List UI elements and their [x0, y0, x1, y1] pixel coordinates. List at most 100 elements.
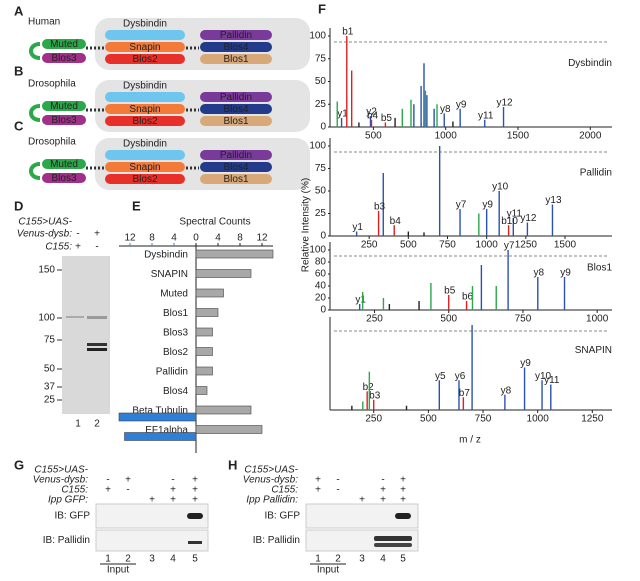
row-label: C155>UAS- — [18, 217, 72, 228]
y-axis-label: Relative Intensity (%) — [301, 178, 312, 272]
protein-bar — [105, 116, 185, 126]
protein-bar — [105, 174, 185, 184]
band — [87, 348, 107, 351]
protein-label: Snapin — [129, 42, 160, 53]
band — [374, 536, 412, 541]
lane-sign: + — [149, 495, 155, 506]
blot-label: IB: GFP — [264, 511, 300, 522]
peak-label: y1 — [355, 295, 366, 306]
protein-bar — [42, 173, 86, 183]
lane-sign: + — [94, 229, 100, 240]
protein-label: Blos2 — [132, 116, 157, 127]
peak-label: y7 — [456, 200, 467, 211]
x-tick-label: 1250 — [515, 240, 538, 251]
protein-label: Blos4 — [223, 104, 248, 115]
x-tick-label: 1500 — [507, 131, 530, 142]
category-label: SNAPIN — [151, 269, 188, 280]
category-label: Blos1 — [163, 308, 188, 319]
row-label: Venus-dysb: — [33, 475, 88, 486]
bar — [124, 432, 197, 441]
peak-label: y11 — [507, 209, 523, 220]
chart-title: Spectral Counts — [179, 217, 250, 228]
x-tick-label: 12 — [256, 233, 268, 244]
panel-label: C — [14, 118, 24, 133]
lane-sign: - — [76, 229, 79, 240]
y-tick-label: 100 — [309, 31, 326, 42]
protein-bar — [105, 42, 185, 52]
protein-label: Pallidin — [220, 150, 252, 161]
species-label: Drosophila — [28, 137, 76, 148]
category-label: Beta Tubulin — [132, 406, 188, 417]
protein-label: Blos3 — [51, 53, 76, 64]
lane-sign: + — [400, 495, 406, 506]
protein-label: Blos2 — [132, 54, 157, 65]
protein-label: Dysbindin — [123, 81, 167, 92]
mw-marker: 100 — [38, 313, 55, 324]
blot-label: IB: Pallidin — [43, 535, 90, 546]
category-label: Dysbindin — [144, 250, 188, 261]
protein-label: Muted — [50, 159, 78, 170]
x-tick-label: 750 — [439, 240, 456, 251]
lane-sign: + — [315, 485, 321, 496]
protein-bar — [200, 104, 272, 114]
protein-label: Blos4 — [223, 42, 248, 53]
band — [395, 513, 411, 519]
bar — [195, 366, 213, 376]
loop — [29, 104, 41, 122]
protein-label: Dysbindin — [123, 139, 167, 150]
bar — [195, 347, 213, 356]
row-label: Venus-dysb: — [17, 229, 72, 240]
lane-sign: - — [336, 475, 339, 486]
y-tick-label: 0 — [320, 305, 326, 316]
lane-number: 1 — [105, 554, 111, 565]
band — [66, 316, 84, 318]
panel-label: H — [228, 457, 237, 472]
protein-bar — [200, 54, 272, 64]
peak-label: y5 — [435, 371, 446, 382]
y-tick-label: 100 — [309, 245, 326, 256]
protein-bar — [42, 159, 86, 169]
y-tick-label: 60 — [315, 269, 327, 280]
protein-label: Pallidin — [220, 30, 252, 41]
peak-label: b5 — [444, 286, 456, 297]
x2-tick-label: 8 — [149, 233, 155, 244]
x-tick-label: 0 — [193, 233, 199, 244]
row-label: Ipp GFP: — [48, 495, 88, 506]
x-tick-label: 500 — [365, 131, 382, 142]
protein-label: Blos3 — [51, 173, 76, 184]
lane-sign: + — [400, 475, 406, 486]
panel-label: G — [14, 457, 24, 472]
peak-label: b1 — [342, 27, 354, 38]
lane-sign: + — [170, 485, 176, 496]
protein-bar — [200, 30, 272, 40]
protein-label: Blos1 — [223, 116, 248, 127]
peak-label: b7 — [459, 388, 471, 399]
protein-label: Dysbindin — [123, 19, 167, 30]
x-tick-label: 1000 — [527, 414, 550, 425]
band — [87, 343, 107, 346]
peak-label: b3 — [369, 390, 381, 401]
y-tick-label: 80 — [315, 257, 327, 268]
mw-marker: 37 — [44, 382, 56, 393]
band — [374, 543, 412, 547]
peak-label: y11 — [478, 110, 494, 121]
blot-label: IB: GFP — [54, 511, 90, 522]
y-tick-label: 75 — [315, 53, 327, 64]
category-label: Muted — [160, 289, 188, 300]
protein-label: Blos2 — [132, 174, 157, 185]
bar — [195, 386, 208, 395]
panel-label: B — [14, 63, 23, 78]
peak-label: y10 — [535, 371, 552, 382]
y-tick-label: 20 — [315, 293, 327, 304]
y-tick-label: 50 — [315, 76, 327, 87]
mw-marker: 75 — [44, 335, 56, 346]
lane-sign: + — [380, 485, 386, 496]
x-tick-label: 500 — [420, 414, 437, 425]
lane-number: 4 — [380, 554, 386, 565]
lane-sign: + — [315, 475, 321, 486]
peak-label: y8 — [440, 104, 451, 115]
y-tick-label: 50 — [315, 186, 327, 197]
panel-label: E — [132, 198, 141, 213]
loop — [29, 162, 41, 180]
